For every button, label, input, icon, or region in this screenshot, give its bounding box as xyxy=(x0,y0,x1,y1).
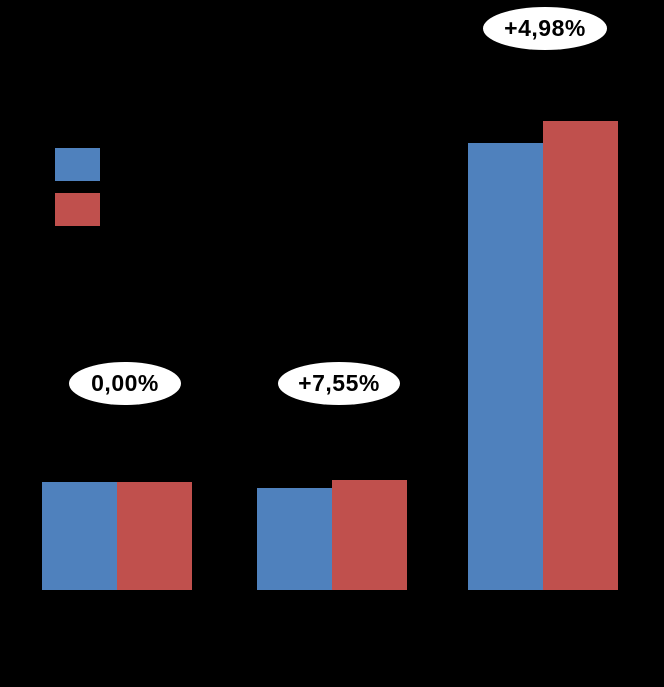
annotation-callout-group-3: +4,98% xyxy=(483,7,607,50)
bar-series-1-group-2 xyxy=(257,488,332,590)
bar-series-2-group-3 xyxy=(543,121,618,590)
bar-series-1-group-3 xyxy=(468,143,543,590)
bar-series-1-group-1 xyxy=(42,482,117,590)
legend-swatch-series-1 xyxy=(55,148,100,181)
annotation-callout-group-1: 0,00% xyxy=(69,362,181,405)
chart-legend xyxy=(55,148,100,226)
annotation-text-group-2: +7,55% xyxy=(298,370,380,396)
bar-series-2-group-1 xyxy=(117,482,192,590)
bar-series-2-group-2 xyxy=(332,480,407,590)
annotation-text-group-1: 0,00% xyxy=(91,370,159,396)
annotation-text-group-3: +4,98% xyxy=(504,15,586,41)
annotation-callout-group-2: +7,55% xyxy=(278,362,400,405)
legend-swatch-series-2 xyxy=(55,193,100,226)
